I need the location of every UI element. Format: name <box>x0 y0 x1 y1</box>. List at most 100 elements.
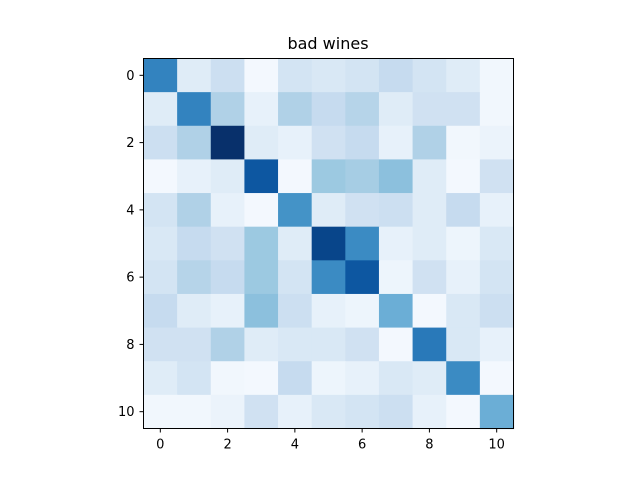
heatmap-cell <box>479 293 515 329</box>
heatmap-cell <box>345 92 380 127</box>
heatmap-cell <box>378 125 414 161</box>
x-tick-label: 10 <box>488 438 505 453</box>
heatmap-cell <box>210 58 246 93</box>
heatmap-cell <box>412 92 447 127</box>
y-tick-label: 0 <box>126 69 134 84</box>
y-axis: 0 2 4 6 8 10 <box>118 69 144 420</box>
heatmap-cell <box>278 159 313 194</box>
heatmap-cell <box>378 193 414 228</box>
x-tick-label: 8 <box>425 438 433 453</box>
heatmap-cell <box>177 260 212 295</box>
heatmap-cell <box>244 394 279 430</box>
heatmap-cell <box>210 193 246 228</box>
heatmap-cell <box>479 361 515 396</box>
heatmap-cell <box>177 394 212 430</box>
heatmap-cell <box>278 260 313 295</box>
y-tick-label: 10 <box>118 405 135 420</box>
y-tick-label: 4 <box>126 203 134 218</box>
heatmap-cell <box>244 193 279 228</box>
heatmap-cell <box>479 92 515 127</box>
heatmap-cell <box>244 327 279 362</box>
heatmap-cell <box>278 125 313 161</box>
heatmap-cell <box>244 159 279 194</box>
heatmap-cell <box>278 361 313 396</box>
heatmap-cell <box>311 293 346 329</box>
heatmap-cell <box>378 58 414 93</box>
x-tick-label: 0 <box>156 438 164 453</box>
heatmap-cell <box>143 125 178 161</box>
heatmap-cell <box>210 327 246 362</box>
heatmap-cell <box>143 260 178 295</box>
heatmap-cell <box>345 361 380 396</box>
heatmap-cell <box>378 361 414 396</box>
heatmap-cell <box>143 361 178 396</box>
y-tick-label: 2 <box>126 136 134 151</box>
heatmap-cell <box>479 125 515 161</box>
heatmap-cell <box>311 361 346 396</box>
heatmap-cell <box>412 125 447 161</box>
heatmap-cell <box>177 193 212 228</box>
heatmap-cell <box>143 193 178 228</box>
heatmap-cell <box>177 293 212 329</box>
heatmap-cell <box>278 394 313 430</box>
heatmap-cell <box>177 361 212 396</box>
heatmap-cell <box>177 159 212 194</box>
heatmap-cell <box>244 92 279 127</box>
heatmap-cell <box>278 58 313 93</box>
heatmap-cell <box>479 159 515 194</box>
x-tick-label: 2 <box>223 438 231 453</box>
heatmap-cell <box>244 125 279 161</box>
heatmap-cell <box>210 260 246 295</box>
x-tick-label: 6 <box>358 438 366 453</box>
x-tick-label: 4 <box>291 438 299 453</box>
heatmap-cell <box>311 125 346 161</box>
heatmap-cell <box>311 226 346 261</box>
heatmap-cell <box>345 293 380 329</box>
heatmap-cell <box>345 193 380 228</box>
heatmap-cell <box>479 260 515 295</box>
heatmap-cell <box>143 293 178 329</box>
heatmap-cell <box>278 193 313 228</box>
heatmap-cell <box>378 226 414 261</box>
heatmap-cell <box>143 226 178 261</box>
heatmap-cell <box>311 260 346 295</box>
heatmap-cell <box>177 92 212 127</box>
heatmap-cell <box>479 226 515 261</box>
heatmap-cell <box>446 327 481 362</box>
heatmap-cell <box>479 58 515 93</box>
heatmap-cell <box>143 394 178 430</box>
heatmap-cell <box>311 92 346 127</box>
heatmap-cell <box>345 260 380 295</box>
heatmap-cell <box>143 159 178 194</box>
heatmap-cell <box>378 159 414 194</box>
heatmap-cell <box>446 125 481 161</box>
heatmap-cell <box>143 327 178 362</box>
heatmap-cell <box>378 92 414 127</box>
heatmap-cell <box>177 58 212 93</box>
heatmap-cell <box>278 327 313 362</box>
heatmap-cell <box>479 327 515 362</box>
heatmap-cell <box>345 327 380 362</box>
heatmap-cell <box>412 58 447 93</box>
chart-title: bad wines <box>287 34 368 53</box>
heatmap-cell <box>210 226 246 261</box>
heatmap-cell <box>446 361 481 396</box>
heatmap-cell <box>345 226 380 261</box>
heatmap-cell <box>412 193 447 228</box>
y-tick-label: 6 <box>126 271 134 286</box>
heatmap-cell <box>446 58 481 93</box>
heatmap-cell <box>412 361 447 396</box>
heatmap-cell <box>412 293 447 329</box>
heatmap-cell <box>210 293 246 329</box>
heatmap-cell <box>210 361 246 396</box>
heatmap-cell <box>177 125 212 161</box>
heatmap-cell <box>311 327 346 362</box>
heatmap-cell <box>412 394 447 430</box>
heatmap-cell <box>446 293 481 329</box>
heatmap-cell <box>278 226 313 261</box>
heatmap-cell <box>278 92 313 127</box>
heatmap-cell <box>244 361 279 396</box>
heatmap-cell <box>177 327 212 362</box>
heatmap-cell <box>311 58 346 93</box>
